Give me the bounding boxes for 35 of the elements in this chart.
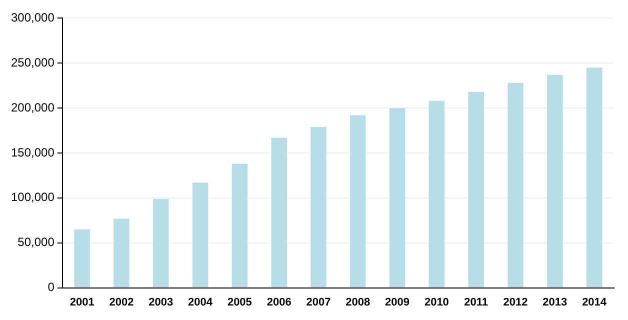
x-tick-label: 2001	[70, 296, 94, 308]
bar	[508, 82, 524, 288]
x-tick-label: 2012	[503, 296, 528, 308]
x-tick-label: 2014	[582, 296, 608, 308]
x-tick-label: 2010	[424, 296, 449, 308]
x-tick-label: 2013	[542, 296, 568, 308]
bar	[74, 229, 90, 288]
y-tick-label: 0	[48, 280, 55, 294]
y-tick-label: 50,000	[18, 235, 55, 250]
bar	[350, 115, 366, 288]
x-tick-label: 2005	[227, 296, 252, 308]
bar	[586, 68, 602, 288]
y-tick-label: 150,000	[10, 145, 55, 160]
bar	[428, 100, 445, 288]
bar	[468, 92, 484, 288]
x-tick-label: 2002	[109, 296, 134, 308]
x-tick-label: 2007	[306, 296, 331, 308]
x-tick-label: 2004	[188, 296, 214, 308]
bar	[114, 218, 130, 288]
y-tick-label: 200,000	[10, 100, 55, 114]
x-tick-label: 2009	[385, 296, 410, 308]
bar	[271, 138, 287, 288]
bar	[547, 74, 563, 288]
bar	[310, 126, 326, 288]
x-tick-label: 2006	[266, 296, 292, 308]
x-tick-label: 2003	[148, 296, 174, 308]
bar	[389, 108, 406, 288]
y-tick-label: 250,000	[10, 55, 55, 70]
y-tick-label: 300,000	[10, 10, 55, 25]
bar	[192, 182, 208, 288]
y-tick-label: 100,000	[10, 190, 55, 204]
x-tick-label: 2008	[346, 296, 370, 308]
bar	[232, 164, 248, 288]
bar	[153, 198, 169, 288]
x-tick-label: 2011	[464, 296, 488, 308]
